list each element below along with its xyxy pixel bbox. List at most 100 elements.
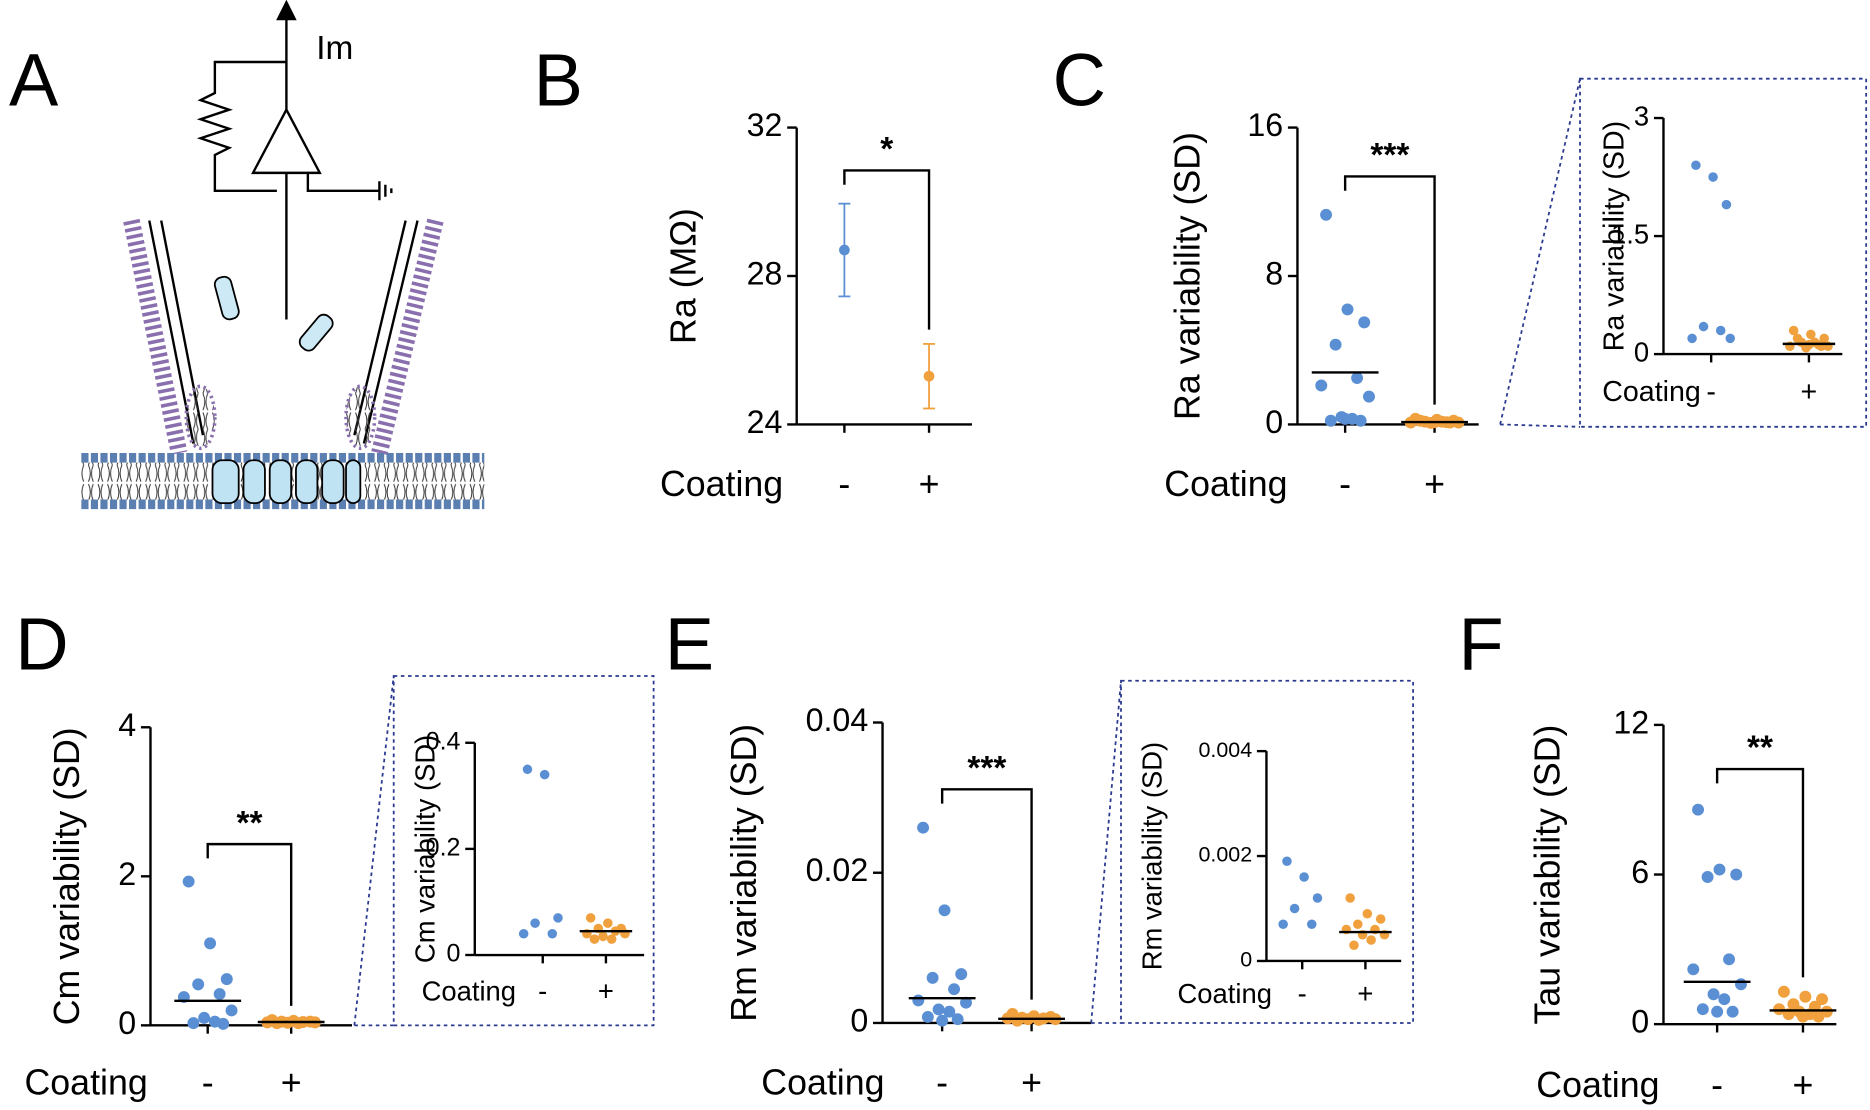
significance-bracket bbox=[1343, 175, 1436, 405]
y-tick-label: 6 bbox=[1631, 854, 1649, 890]
data-point bbox=[1349, 940, 1359, 950]
current-label: Im bbox=[316, 30, 353, 67]
data-point bbox=[1687, 333, 1697, 344]
data-point bbox=[1797, 1010, 1809, 1023]
x-tick-label: - bbox=[1339, 464, 1351, 504]
capsule bbox=[298, 313, 334, 352]
panel-label: B bbox=[534, 38, 583, 121]
data-point bbox=[606, 934, 617, 944]
y-tick-label: 0.002 bbox=[1198, 843, 1252, 867]
data-point bbox=[1315, 379, 1328, 392]
data-point bbox=[1691, 160, 1701, 171]
data-point bbox=[1362, 908, 1373, 919]
x-tick-label: - bbox=[538, 975, 547, 1006]
data-point bbox=[1299, 872, 1309, 882]
x-axis-label: Coating bbox=[1602, 376, 1701, 408]
significance-label: *** bbox=[967, 750, 1006, 787]
membrane bbox=[81, 453, 485, 510]
data-point bbox=[1721, 199, 1732, 210]
data-point bbox=[530, 918, 540, 928]
x-tick-label: - bbox=[202, 1062, 214, 1102]
data-point bbox=[1341, 303, 1354, 316]
inset-frame bbox=[1579, 77, 1868, 428]
data-point bbox=[1289, 903, 1300, 914]
x-tick-label: - bbox=[936, 1062, 948, 1102]
data-point bbox=[1363, 390, 1375, 403]
data-point bbox=[943, 1005, 956, 1018]
data-point bbox=[1324, 414, 1337, 427]
y-tick-label: 2 bbox=[118, 856, 136, 892]
data-point bbox=[1701, 871, 1714, 883]
data-point bbox=[553, 913, 563, 923]
data-point bbox=[589, 934, 600, 944]
data-point bbox=[187, 1017, 200, 1030]
x-axis-label: Coating bbox=[1177, 978, 1271, 1009]
data-point bbox=[926, 971, 939, 984]
diagram: A Im bbox=[9, 0, 485, 510]
y-axis-label: Cm variability (SD) bbox=[409, 735, 440, 963]
data-point bbox=[1730, 868, 1743, 881]
inset-frame bbox=[392, 675, 655, 1027]
mean-point bbox=[839, 244, 850, 256]
data-point bbox=[1723, 953, 1736, 966]
data-point bbox=[213, 988, 226, 1001]
data-point bbox=[603, 918, 613, 928]
y-tick-label: 0 bbox=[447, 940, 461, 968]
significance-bracket bbox=[206, 842, 293, 1006]
significance-bracket bbox=[1715, 767, 1805, 978]
data-point bbox=[1353, 919, 1363, 930]
x-tick-label: + bbox=[598, 975, 614, 1006]
data-point bbox=[1816, 993, 1829, 1006]
y-tick-label: 0 bbox=[850, 1002, 868, 1038]
data-point bbox=[1711, 1005, 1724, 1018]
data-point bbox=[1696, 1003, 1709, 1016]
panel-label: E bbox=[665, 602, 714, 685]
data-point bbox=[220, 973, 233, 986]
y-tick-label: 0 bbox=[1634, 336, 1649, 367]
zoom-line bbox=[1090, 680, 1122, 1024]
data-point bbox=[921, 1010, 934, 1023]
y-axis-label: Ra variability (SD) bbox=[1168, 132, 1208, 420]
data-point bbox=[1351, 372, 1364, 385]
significance-label: * bbox=[880, 131, 893, 168]
y-axis-label: Cm variability (SD) bbox=[47, 727, 87, 1025]
y-axis-label: Ra (MΩ) bbox=[663, 208, 703, 344]
data-point bbox=[182, 875, 195, 888]
data-point bbox=[1339, 412, 1352, 425]
data-point bbox=[917, 821, 930, 834]
y-tick-label: 3 bbox=[1634, 100, 1649, 131]
y-tick-label: 0.2 bbox=[426, 834, 461, 862]
x-tick-label: - bbox=[1711, 1065, 1723, 1105]
data-point bbox=[1806, 329, 1816, 340]
data-point bbox=[1788, 325, 1799, 336]
mean-point bbox=[923, 370, 935, 382]
data-point bbox=[547, 929, 558, 939]
x-tick-label: - bbox=[1298, 978, 1307, 1009]
y-tick-label: 0 bbox=[118, 1005, 136, 1041]
data-point bbox=[1687, 963, 1700, 976]
data-point bbox=[192, 978, 205, 991]
x-axis-label: Coating bbox=[422, 975, 516, 1006]
significance-label: ** bbox=[1747, 730, 1773, 767]
x-axis-label: Coating bbox=[24, 1062, 147, 1102]
data-point bbox=[938, 904, 951, 917]
y-tick-label: 4 bbox=[118, 707, 136, 743]
significance-label: ** bbox=[236, 805, 262, 842]
data-point bbox=[217, 1017, 230, 1030]
data-point bbox=[1414, 414, 1427, 427]
data-point bbox=[932, 1003, 945, 1016]
data-point bbox=[518, 929, 529, 939]
data-point bbox=[204, 937, 217, 950]
panel-label: D bbox=[15, 602, 68, 685]
data-point bbox=[955, 968, 968, 981]
significance-bracket bbox=[940, 788, 1033, 1000]
data-point bbox=[1329, 338, 1342, 351]
x-tick-label: + bbox=[1424, 464, 1445, 504]
data-point bbox=[948, 983, 961, 996]
data-point bbox=[1345, 893, 1355, 903]
y-tick-label: 0 bbox=[1631, 1004, 1649, 1040]
data-point bbox=[1358, 316, 1371, 329]
data-point bbox=[1366, 935, 1376, 945]
x-axis-label: Coating bbox=[1164, 464, 1287, 504]
